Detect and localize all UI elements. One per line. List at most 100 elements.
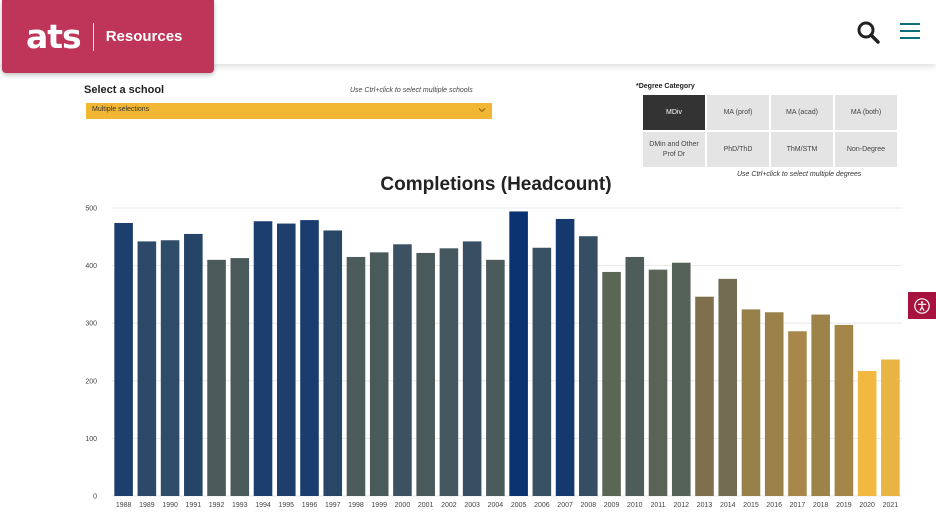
brand-block[interactable]: ats Resources xyxy=(2,0,214,73)
x-tick-label: 2018 xyxy=(813,502,829,509)
search-icon[interactable] xyxy=(856,20,880,44)
bar-1994[interactable] xyxy=(253,221,273,497)
y-tick-label: 300 xyxy=(85,321,97,328)
hamburger-menu-icon[interactable] xyxy=(900,23,920,41)
degree-option-ma-both[interactable]: MA (both) xyxy=(835,95,897,130)
bar-2016[interactable] xyxy=(764,312,784,496)
bar-2014[interactable] xyxy=(718,278,738,496)
bar-1999[interactable] xyxy=(369,252,389,496)
x-tick-label: 1988 xyxy=(116,502,132,509)
bar-2010[interactable] xyxy=(625,256,645,496)
x-tick-label: 2001 xyxy=(418,502,434,509)
x-tick-label: 2005 xyxy=(511,502,527,509)
x-tick-label: 1993 xyxy=(232,502,248,509)
x-tick-label: 1995 xyxy=(278,502,294,509)
bar-2019[interactable] xyxy=(834,324,854,496)
x-tick-label: 1989 xyxy=(139,502,155,509)
bar-2013[interactable] xyxy=(695,296,714,496)
degree-option-non-degree[interactable]: Non-Degree xyxy=(835,132,897,167)
y-tick-label: 400 xyxy=(85,263,97,270)
y-tick-label: 0 xyxy=(93,494,97,501)
chevron-down-icon xyxy=(478,108,486,113)
degree-option-ma-acad[interactable]: MA (acad) xyxy=(771,95,833,130)
bar-2015[interactable] xyxy=(741,309,761,496)
x-tick-label: 2010 xyxy=(627,502,643,509)
bar-2021[interactable] xyxy=(881,359,900,496)
bar-2009[interactable] xyxy=(602,271,621,496)
bar-2002[interactable] xyxy=(439,248,459,496)
bar-1995[interactable] xyxy=(276,223,296,496)
x-tick-label: 2021 xyxy=(883,502,899,509)
x-tick-label: 2014 xyxy=(720,502,736,509)
degree-option-dmin-and-other-prof-dr[interactable]: DMin and Other Prof Dr xyxy=(643,132,705,167)
x-tick-label: 2015 xyxy=(743,502,759,509)
x-tick-label: 1992 xyxy=(209,502,225,509)
x-tick-label: 2011 xyxy=(650,502,665,509)
school-select-value: Multiple selections xyxy=(92,106,150,113)
x-tick-label: 2009 xyxy=(604,502,620,509)
bar-2006[interactable] xyxy=(532,247,552,496)
degree-option-ma-prof[interactable]: MA (prof) xyxy=(707,95,769,130)
y-tick-label: 200 xyxy=(85,378,97,385)
bar-1988[interactable] xyxy=(114,222,133,496)
x-tick-label: 1997 xyxy=(325,502,341,509)
x-tick-label: 2013 xyxy=(697,502,713,509)
x-tick-label: 2012 xyxy=(673,502,689,509)
bar-2012[interactable] xyxy=(671,262,691,496)
bar-2011[interactable] xyxy=(648,269,668,496)
x-tick-label: 1999 xyxy=(371,502,387,509)
bar-2020[interactable] xyxy=(857,371,877,496)
resources-label[interactable]: Resources xyxy=(105,28,183,45)
logo-divider xyxy=(92,22,94,51)
x-tick-label: 2008 xyxy=(581,502,597,509)
degree-category-label: *Degree Category xyxy=(636,83,695,90)
bar-1992[interactable] xyxy=(207,259,226,496)
x-tick-label: 2019 xyxy=(836,502,852,509)
x-tick-label: 1996 xyxy=(302,502,318,509)
x-tick-label: 2002 xyxy=(441,502,457,509)
x-tick-label: 2007 xyxy=(557,502,573,509)
bar-1990[interactable] xyxy=(160,240,180,496)
top-navigation-bar: ats Resources xyxy=(0,0,936,73)
degree-option-phd-thd[interactable]: PhD/ThD xyxy=(707,132,769,167)
school-filter-label: Select a school xyxy=(84,84,165,96)
bar-2001[interactable] xyxy=(416,252,435,496)
bar-2008[interactable] xyxy=(579,236,598,496)
bar-2003[interactable] xyxy=(462,241,482,496)
y-tick-label: 500 xyxy=(85,206,97,213)
bar-2004[interactable] xyxy=(486,259,505,496)
degree-filter-hint: Use Ctrl+click to select multiple degree… xyxy=(737,171,862,178)
chart-title: Completions (Headcount) xyxy=(380,174,612,195)
bar-1996[interactable] xyxy=(300,220,319,496)
x-tick-label: 1998 xyxy=(348,502,364,509)
school-filter-hint: Use Ctrl+click to select multiple school… xyxy=(350,87,473,94)
bar-2018[interactable] xyxy=(811,314,830,496)
school-select-dropdown[interactable]: Multiple selections xyxy=(86,103,492,119)
bar-2007[interactable] xyxy=(555,218,575,496)
bar-2000[interactable] xyxy=(393,244,412,496)
x-tick-label: 1990 xyxy=(162,502,178,509)
degree-option-thm-stm[interactable]: ThM/STM xyxy=(771,132,833,167)
bar-1989[interactable] xyxy=(137,241,157,496)
bar-1997[interactable] xyxy=(323,230,343,497)
bar-1991[interactable] xyxy=(184,233,203,497)
y-tick-label: 100 xyxy=(85,436,97,443)
x-tick-label: 2006 xyxy=(534,502,550,509)
x-tick-label: 2000 xyxy=(395,502,411,509)
x-tick-label: 2004 xyxy=(488,502,504,509)
bar-2005[interactable] xyxy=(509,211,528,496)
x-tick-label: 2020 xyxy=(859,502,875,509)
x-tick-label: 1991 xyxy=(186,502,202,509)
ats-logo[interactable]: ats xyxy=(26,17,82,56)
x-tick-label: 2017 xyxy=(790,502,806,509)
accessibility-button[interactable] xyxy=(908,292,936,319)
bar-1998[interactable] xyxy=(346,256,366,496)
degree-option-mdiv[interactable]: MDiv xyxy=(643,95,705,130)
x-tick-label: 1994 xyxy=(255,502,271,509)
bar-2017[interactable] xyxy=(788,331,807,496)
x-tick-label: 2003 xyxy=(464,502,480,509)
x-tick-label: 2016 xyxy=(766,502,782,509)
bar-1993[interactable] xyxy=(230,258,250,496)
